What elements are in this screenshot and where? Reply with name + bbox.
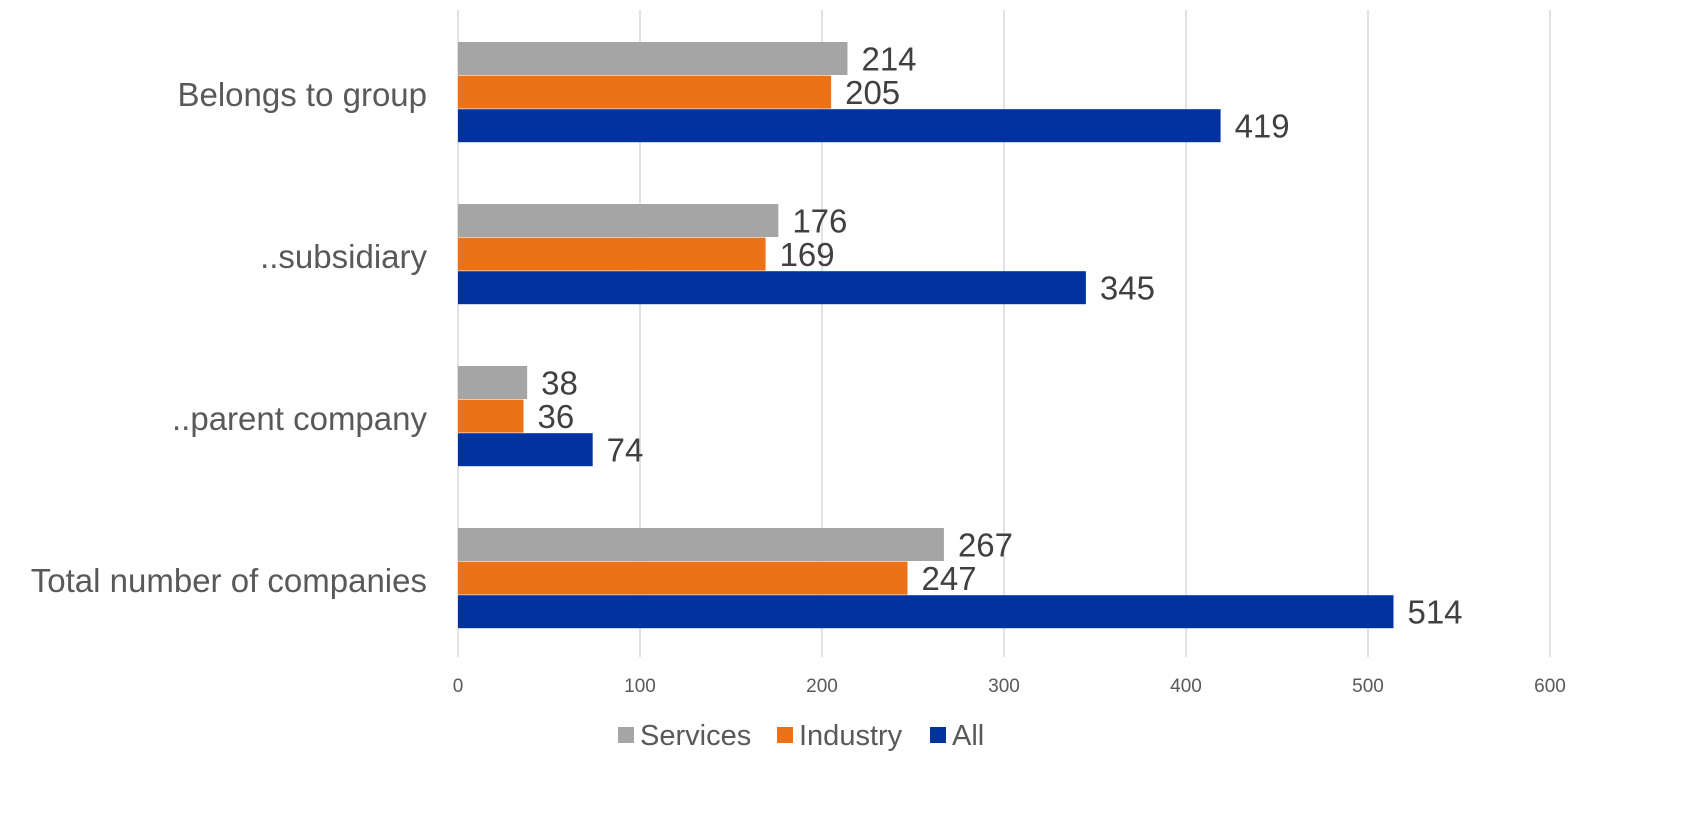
bar-services-2 [458, 366, 528, 399]
data-label: 419 [1235, 108, 1290, 145]
x-tick-label: 500 [1352, 676, 1384, 697]
x-tick-label: 200 [806, 676, 838, 697]
bar-all-0 [458, 109, 1221, 143]
data-label: 169 [780, 236, 835, 273]
legend-label-services: Services [640, 720, 751, 752]
x-axis-tick-labels: 0 100 200 300 400 500 600 [453, 676, 1566, 697]
bar-services-1 [458, 204, 779, 237]
data-label: 176 [792, 203, 847, 240]
data-label: 205 [845, 74, 900, 111]
category-label: Belongs to group [177, 76, 427, 113]
category-labels: Belongs to group ..subsidiary ..parent com… [31, 76, 428, 599]
data-label: 74 [607, 432, 644, 469]
bar-industry-0 [458, 75, 832, 109]
data-label: 36 [538, 398, 575, 435]
x-tick-label: 600 [1534, 676, 1566, 697]
data-label: 214 [861, 41, 916, 78]
legend-label-industry: Industry [799, 720, 903, 752]
category-label: Total number of companies [31, 562, 427, 599]
x-tick-label: 300 [988, 676, 1020, 697]
bar-industry-3 [458, 561, 908, 595]
bars [458, 42, 1394, 629]
category-label: ..subsidiary [260, 238, 427, 275]
bar-services-3 [458, 528, 944, 561]
legend-swatch-industry [777, 727, 793, 743]
bar-services-0 [458, 42, 848, 75]
bar-all-2 [458, 433, 593, 467]
bar-all-3 [458, 595, 1394, 629]
data-label: 38 [541, 365, 578, 402]
bar-industry-2 [458, 399, 524, 433]
x-tick-label: 100 [624, 676, 656, 697]
data-label: 267 [958, 527, 1013, 564]
category-label: ..parent company [172, 400, 427, 437]
bar-all-1 [458, 271, 1086, 305]
data-label: 345 [1100, 270, 1155, 307]
data-label: 247 [922, 560, 977, 597]
legend: Services Industry All [618, 720, 984, 752]
x-tick-label: 400 [1170, 676, 1202, 697]
data-label: 514 [1407, 594, 1462, 631]
legend-swatch-all [930, 727, 946, 743]
legend-label-all: All [952, 720, 984, 752]
x-tick-label: 0 [453, 676, 464, 697]
legend-swatch-services [618, 727, 634, 743]
bar-industry-1 [458, 237, 766, 271]
